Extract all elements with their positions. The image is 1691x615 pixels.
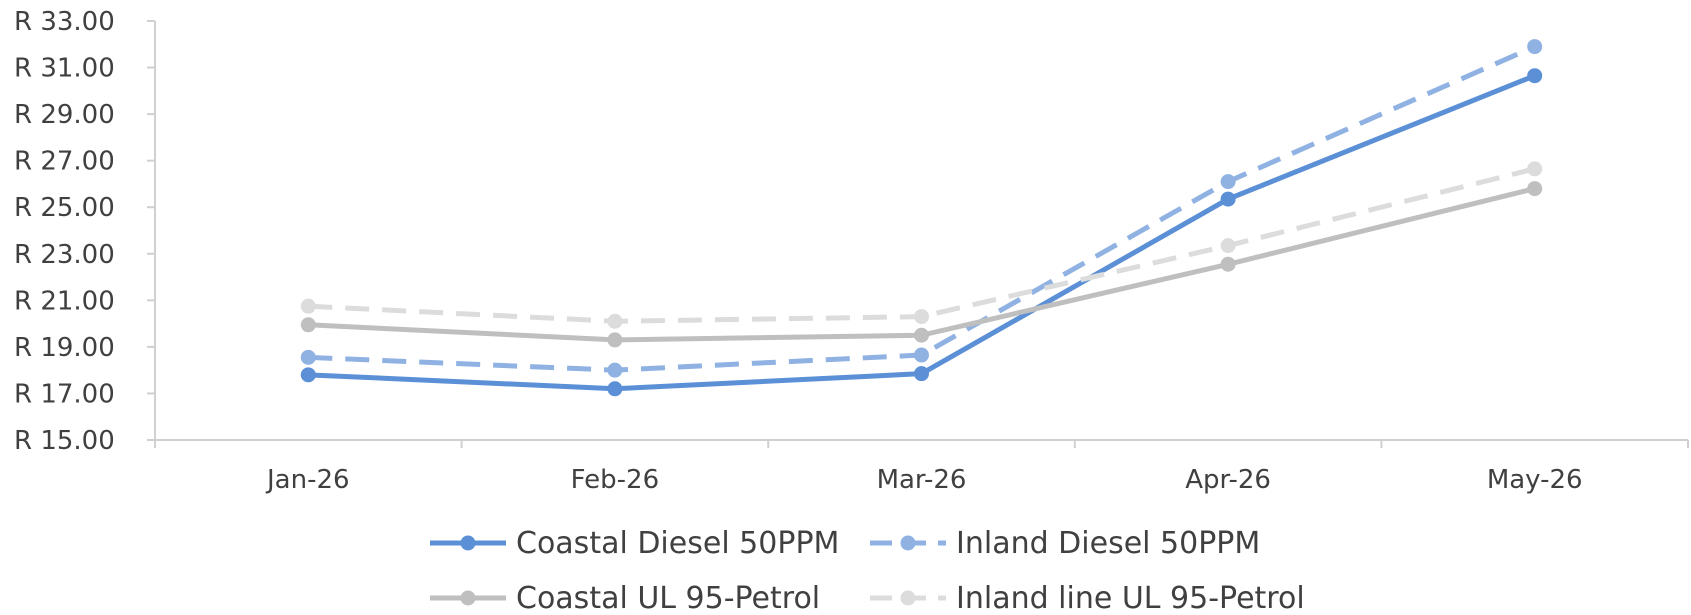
data-point bbox=[1220, 191, 1236, 207]
y-tick-label: R 31.00 bbox=[14, 54, 115, 84]
legend-item: Coastal Diesel 50PPM bbox=[430, 526, 839, 561]
data-point bbox=[1527, 181, 1543, 197]
chart-series bbox=[300, 39, 1543, 397]
legend-label: Inland Diesel 50PPM bbox=[956, 526, 1260, 561]
series-2 bbox=[300, 39, 1543, 378]
data-point bbox=[300, 349, 316, 365]
data-point bbox=[607, 313, 623, 329]
data-point bbox=[300, 367, 316, 383]
chart-axes bbox=[147, 20, 1689, 448]
legend-label: Coastal Diesel 50PPM bbox=[516, 526, 839, 561]
y-tick-label: R 29.00 bbox=[14, 100, 115, 130]
y-tick-label: R 27.00 bbox=[14, 147, 115, 177]
legend-item: Coastal UL 95-Petrol bbox=[430, 581, 820, 615]
legend-marker bbox=[900, 535, 916, 551]
y-axis-tick-labels: R 15.00 R 17.00 R 19.00 R 21.00 R 23.00 R 25.… bbox=[14, 7, 115, 456]
data-point bbox=[1220, 174, 1236, 190]
series-line bbox=[308, 166, 1536, 324]
y-tick-label: R 33.00 bbox=[14, 7, 115, 37]
data-point bbox=[914, 347, 929, 363]
data-point bbox=[1220, 256, 1236, 272]
data-point bbox=[300, 298, 316, 314]
x-tick-label: Apr-26 bbox=[1185, 465, 1271, 495]
data-point bbox=[607, 332, 623, 348]
chart-legend: Coastal Diesel 50PPM Inland Diesel 50PPM C… bbox=[430, 526, 1305, 615]
series-4 bbox=[300, 161, 1543, 329]
series-1 bbox=[300, 68, 1543, 397]
x-tick-label: Mar-26 bbox=[877, 465, 967, 495]
y-tick-label: R 23.00 bbox=[14, 240, 115, 270]
legend-label: Inland line UL 95-Petrol bbox=[956, 581, 1305, 615]
legend-marker bbox=[460, 590, 476, 606]
legend-marker bbox=[460, 535, 476, 551]
legend-marker bbox=[900, 590, 916, 606]
y-tick-label: R 15.00 bbox=[14, 426, 115, 456]
y-tick-label: R 25.00 bbox=[14, 193, 115, 223]
data-point bbox=[1220, 238, 1236, 254]
y-tick-label: R 21.00 bbox=[14, 286, 115, 316]
legend-item: Inland Diesel 50PPM bbox=[870, 526, 1260, 561]
x-axis-tick-labels: Jan-26 Feb-26 Mar-26 Apr-26 May-26 bbox=[265, 465, 1583, 495]
data-point bbox=[300, 317, 316, 333]
y-tick-label: R 17.00 bbox=[14, 379, 115, 409]
x-tick-label: Jan-26 bbox=[265, 465, 350, 495]
data-point bbox=[914, 309, 929, 325]
legend-label: Coastal UL 95-Petrol bbox=[516, 581, 820, 615]
data-point bbox=[1527, 161, 1543, 177]
data-point bbox=[1527, 39, 1543, 55]
data-point bbox=[1527, 68, 1543, 84]
data-point bbox=[607, 362, 623, 378]
y-tick-label: R 19.00 bbox=[14, 333, 115, 363]
data-point bbox=[914, 366, 929, 382]
data-point bbox=[914, 327, 929, 343]
series-3 bbox=[300, 181, 1543, 348]
legend-item: Inland line UL 95-Petrol bbox=[870, 581, 1305, 615]
x-tick-label: Feb-26 bbox=[571, 465, 660, 495]
x-tick-label: May-26 bbox=[1487, 465, 1583, 495]
data-point bbox=[607, 381, 623, 397]
